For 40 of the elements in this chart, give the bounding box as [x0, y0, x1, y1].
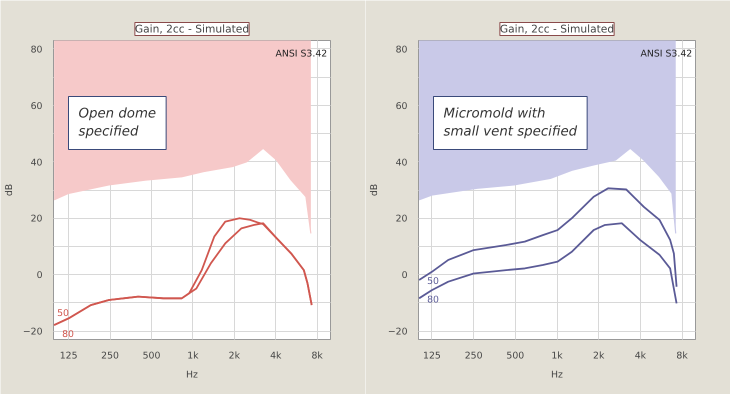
x-tick-label: 2k [228, 350, 241, 362]
y-tick-label: 20 [30, 214, 43, 225]
y-axis-title: dB [4, 184, 15, 196]
annotation: ANSI S3.42 [640, 48, 692, 60]
y-tick-label: 80 [396, 44, 408, 56]
x-tick-label: 8k [312, 350, 324, 362]
chart-title: Gain, 2cc - Simulated [500, 22, 614, 36]
x-tick-label: 500 [142, 350, 160, 362]
series-label: 80 [62, 329, 74, 340]
annotation: Micromold with small vent specified [444, 106, 578, 140]
x-axis-title: Hz [186, 370, 198, 380]
series-label: 50 [427, 276, 440, 287]
x-tick-label: 500 [506, 350, 524, 362]
x-tick-label: 4k [270, 350, 282, 362]
x-tick-label: 250 [101, 350, 120, 362]
x-tick-label: 250 [464, 350, 483, 362]
x-tick-label: 2k [593, 350, 605, 362]
y-tick-label: 40 [30, 157, 43, 168]
y-tick-label: −20 [388, 326, 408, 338]
y-tick-label: 40 [396, 157, 408, 168]
y-tick-label: 0 [402, 270, 408, 282]
series-label: 50 [57, 308, 70, 320]
x-tick-label: 4k [634, 350, 647, 362]
y-tick-label: 20 [396, 214, 408, 225]
x-tick-label: 8k [676, 350, 688, 362]
x-axis-title: Hz [551, 370, 564, 380]
y-tick-label: 60 [396, 100, 408, 112]
annotation: ANSI S3.42 [276, 48, 328, 60]
y-tick-label: 0 [36, 270, 43, 282]
y-axis-title: dB [368, 184, 380, 196]
x-tick-label: 1k [551, 350, 564, 362]
chart-title: Gain, 2cc - Simulated [134, 22, 250, 36]
x-tick-label: 125 [60, 350, 78, 362]
y-tick-label: 60 [30, 100, 43, 112]
series-label: 80 [427, 294, 440, 306]
annotation: Open dome specified [78, 106, 156, 140]
y-tick-label: −20 [22, 326, 43, 338]
x-tick-label: 125 [423, 350, 441, 362]
y-tick-label: 80 [30, 44, 43, 56]
x-tick-label: 1k [187, 350, 200, 362]
